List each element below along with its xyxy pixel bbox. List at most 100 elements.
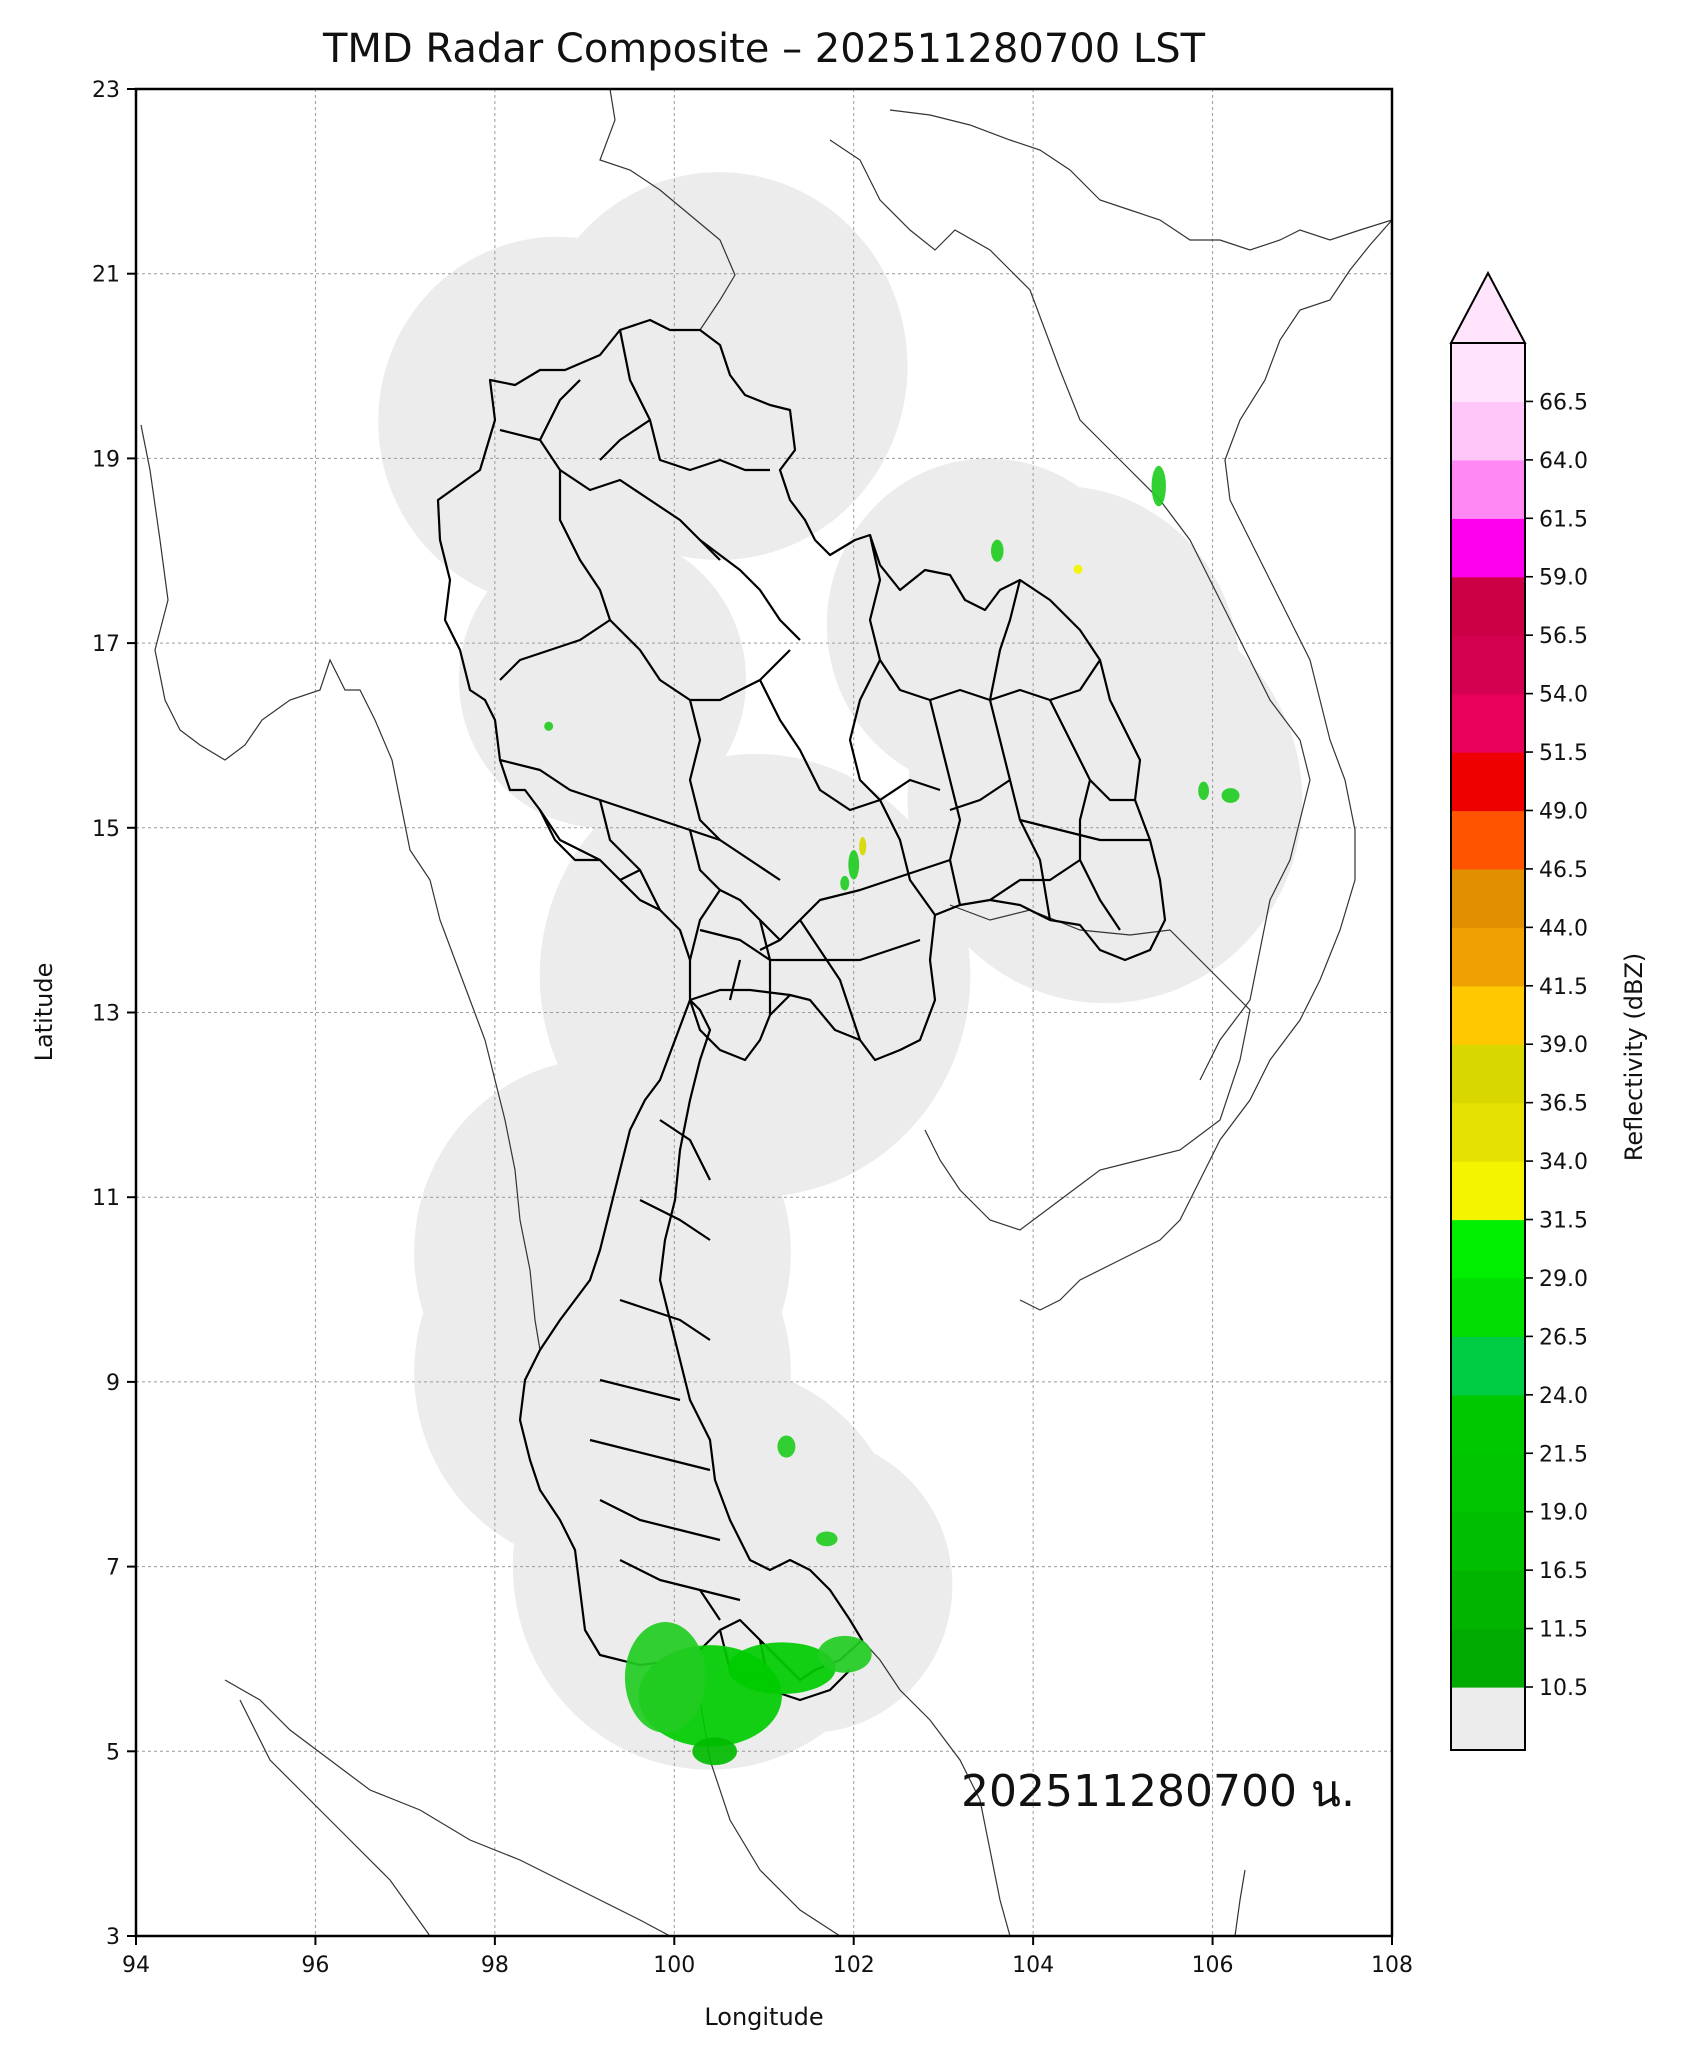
colorbar-tick-label: 39.0 <box>1539 1033 1588 1058</box>
x-tick-label: 108 <box>1371 1953 1413 1978</box>
colorbar-segment <box>1451 1102 1525 1162</box>
colorbar-tick-label: 44.0 <box>1539 916 1588 941</box>
radar-echo-9 <box>1073 564 1083 574</box>
colorbar: 10.5 11.5 16.5 19.0 21.5 24.0 26.5 29.0 31.5 34.0… <box>1449 270 1588 1751</box>
colorbar-segment <box>1451 985 1525 1045</box>
colorbar-segment <box>1451 1453 1525 1513</box>
colorbar-segment <box>1451 401 1525 461</box>
colorbar-segment <box>1451 1511 1525 1571</box>
y-tick-label: 17 <box>92 632 120 657</box>
radar-echo-4 <box>692 1737 738 1766</box>
colorbar-tick-label: 66.5 <box>1539 390 1588 415</box>
radar-coverage-1 <box>530 172 908 560</box>
radar-echo-5 <box>816 1531 838 1547</box>
y-tick-label: 9 <box>106 1371 120 1396</box>
province-lines-south <box>589 1119 851 1702</box>
vietnam-coastline <box>1019 219 1392 1311</box>
colorbar-tick-label: 11.5 <box>1539 1618 1588 1643</box>
colorbar-tick-label: 41.5 <box>1539 975 1588 1000</box>
colorbar-segment <box>1451 1394 1525 1454</box>
colorbar-tick-label: 36.5 <box>1539 1092 1588 1117</box>
y-tick-label: 7 <box>106 1556 120 1581</box>
colorbar-segment <box>1451 576 1525 636</box>
colorbar-segment <box>1451 752 1525 812</box>
gridlines <box>136 89 1392 1936</box>
radar-echo-15 <box>859 837 867 856</box>
radar-echo-10 <box>1221 788 1240 803</box>
colorbar-segment <box>1451 810 1525 870</box>
colorbar-segment <box>1451 1044 1525 1104</box>
radar-echo-2 <box>728 1642 836 1695</box>
colorbar-segment <box>1451 1336 1525 1396</box>
thailand-outline <box>436 318 1167 1062</box>
colorbar-tick-label: 49.0 <box>1539 799 1588 824</box>
radar-echo-3 <box>817 1635 872 1673</box>
colorbar-tick-label: 61.5 <box>1539 507 1588 532</box>
colorbar-tick-label: 24.0 <box>1539 1384 1588 1409</box>
x-tick-label: 96 <box>301 1953 329 1978</box>
y-tick-label: 19 <box>92 447 120 472</box>
colorbar-tick-label: 46.5 <box>1539 858 1588 883</box>
y-axis-label: Latitude <box>30 963 58 1062</box>
colorbar-tick-label: 31.5 <box>1539 1209 1588 1234</box>
x-tick-label: 94 <box>122 1953 150 1978</box>
colorbar-frame <box>1450 343 1526 1751</box>
colorbar-tick-label: 29.0 <box>1539 1267 1588 1292</box>
colorbar-segment <box>1451 635 1525 695</box>
x-axis-label: Longitude <box>704 2003 823 2031</box>
colorbar-segment <box>1451 927 1525 987</box>
province-lines-north <box>499 329 941 881</box>
x-tick-label: 98 <box>481 1953 509 1978</box>
sumatra-coastline <box>224 1679 671 1936</box>
map-plot-area: 202511280700 น. <box>136 89 1392 1936</box>
cambodia-border <box>924 904 1251 1231</box>
thailand-province-boundaries <box>436 318 1167 1702</box>
radar-coverage-6 <box>826 458 1150 791</box>
laos-vietnam-border <box>1099 439 1311 1081</box>
map-title: TMD Radar Composite – 202511280700 LST <box>322 26 1206 72</box>
colorbar-segment <box>1451 459 1525 519</box>
x-tick-label: 102 <box>833 1953 875 1978</box>
x-tick-label: 106 <box>1192 1953 1234 1978</box>
colorbar-segment <box>1451 518 1525 578</box>
colorbar-tick-label: 19.0 <box>1539 1501 1588 1526</box>
myanmar-coastline <box>140 424 541 1351</box>
y-tick-label: 3 <box>106 1925 120 1950</box>
colorbar-tick-label: 21.5 <box>1539 1442 1588 1467</box>
province-lines-northeast <box>759 534 1150 951</box>
colorbar-tick-label: 10.5 <box>1539 1676 1588 1701</box>
radar-echo-layer <box>544 465 1240 1766</box>
y-tick-label: 23 <box>92 78 120 103</box>
y-tick-label: 5 <box>106 1740 120 1765</box>
colorbar-tick-label: 16.5 <box>1539 1559 1588 1584</box>
northern-border <box>599 89 736 331</box>
x-tick-label: 100 <box>653 1953 695 1978</box>
colorbar-tick-label: 26.5 <box>1539 1325 1588 1350</box>
vietnam-north-border <box>889 109 1392 251</box>
y-tick-label: 11 <box>92 1186 120 1211</box>
coastlines-and-borders <box>140 89 1392 1936</box>
radar-echo-12 <box>544 721 554 731</box>
colorbar-tick-label: 54.0 <box>1539 683 1588 708</box>
colorbar-segment <box>1451 693 1525 753</box>
radar-echo-1 <box>624 1622 706 1733</box>
y-axis-ticks: 3 5 7 9 11 13 15 17 19 21 23 <box>92 78 136 1950</box>
x-axis-ticks: 94 96 98 100 102 104 106 108 <box>122 1936 1413 1978</box>
laos-china-border <box>829 139 1101 441</box>
colorbar-tick-label: 51.5 <box>1539 741 1588 766</box>
colorbar-tick-label: 59.0 <box>1539 566 1588 591</box>
radar-echo-11 <box>1198 781 1209 801</box>
colorbar-segment <box>1451 1277 1525 1337</box>
x-tick-label: 104 <box>1012 1953 1054 1978</box>
radar-echo-13 <box>848 849 860 880</box>
radar-echo-8 <box>990 539 1004 562</box>
province-lines-central <box>499 758 921 1041</box>
colorbar-segment <box>1451 868 1525 928</box>
y-tick-label: 15 <box>92 817 120 842</box>
y-tick-label: 13 <box>92 1002 120 1027</box>
y-tick-label: 21 <box>92 263 120 288</box>
borneo-tip <box>1234 1869 1246 1936</box>
colorbar-segment <box>1451 1161 1525 1221</box>
